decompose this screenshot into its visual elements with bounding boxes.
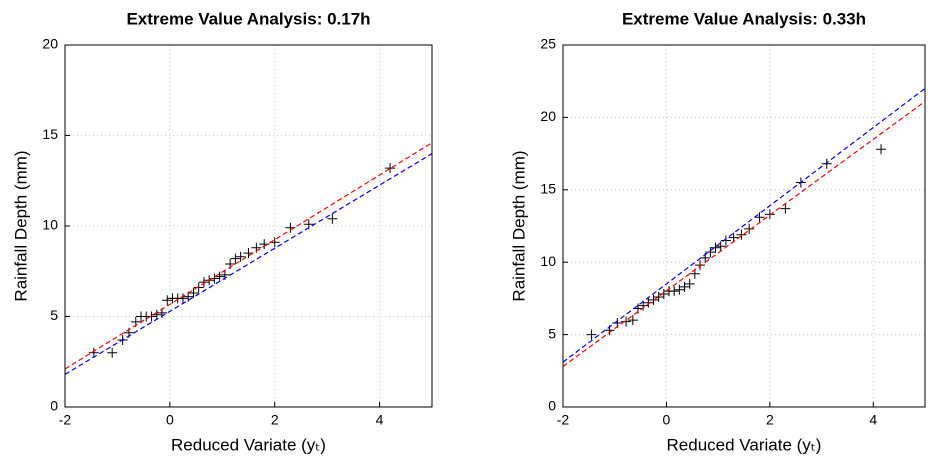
data-point: [188, 287, 199, 298]
y-tick-label: 15: [540, 181, 556, 197]
data-point: [643, 297, 654, 308]
x-tick-label: 0: [166, 412, 174, 428]
data-point: [705, 247, 716, 258]
axes-frame: [562, 44, 926, 408]
data-point: [744, 223, 755, 234]
data-point: [327, 213, 338, 224]
y-tick-label: 10: [540, 253, 556, 269]
y-tick-label: 25: [540, 36, 556, 52]
data-point: [638, 300, 649, 311]
chart-title: Extreme Value Analysis: 0.33h: [622, 9, 866, 28]
data-point: [385, 163, 396, 174]
plot-area: [65, 45, 432, 407]
data-point: [679, 281, 690, 292]
data-point: [658, 289, 669, 300]
data-point: [684, 278, 695, 289]
data-point: [586, 329, 597, 340]
data-point: [754, 212, 765, 223]
y-tick-label: 5: [548, 325, 556, 341]
data-point: [259, 239, 270, 250]
fit-line: [562, 100, 926, 367]
data-point: [720, 235, 731, 246]
data-point: [151, 309, 162, 320]
chart-title: Extreme Value Analysis: 0.17h: [126, 9, 370, 28]
data-point: [876, 144, 887, 155]
axes-frame: [64, 44, 433, 408]
data-point: [695, 260, 706, 271]
y-tick-label: 0: [50, 398, 58, 414]
y-tick-label: 0: [548, 398, 556, 414]
data-point: [621, 316, 632, 327]
x-tick-label: 4: [376, 412, 384, 428]
fit-line: [64, 153, 433, 375]
y-axis-label: Rainfall Depth (mm): [509, 150, 528, 301]
data-point: [821, 158, 832, 169]
data-point: [193, 282, 204, 293]
data-point: [162, 295, 173, 306]
y-axis-label: Rainfall Depth (mm): [11, 150, 30, 301]
data-point: [736, 229, 747, 240]
data-point: [627, 315, 638, 326]
data-point: [653, 291, 664, 302]
data-point: [146, 311, 157, 322]
data-point: [235, 251, 246, 262]
data-point: [88, 347, 99, 358]
x-axis-label: Reduced Variate (yₜ): [171, 435, 326, 454]
x-tick-label: 2: [766, 412, 774, 428]
y-tick-label: 20: [42, 36, 58, 52]
data-point: [669, 286, 680, 297]
x-tick-label: 4: [869, 412, 877, 428]
x-tick-label: -2: [59, 412, 72, 428]
y-tick-label: 5: [50, 307, 58, 323]
data-point: [715, 241, 726, 252]
data-point: [674, 284, 685, 295]
data-point: [780, 203, 791, 214]
data-point: [214, 271, 225, 282]
fit-line: [562, 87, 926, 363]
x-tick-label: -2: [557, 412, 570, 428]
data-point: [177, 293, 188, 304]
data-point: [107, 347, 118, 358]
y-tick-label: 15: [42, 126, 58, 142]
data-point: [198, 277, 209, 288]
x-tick-label: 0: [663, 412, 671, 428]
y-tick-label: 10: [42, 217, 58, 233]
y-tick-label: 20: [540, 108, 556, 124]
data-point: [230, 253, 241, 264]
x-tick-label: 2: [271, 412, 279, 428]
x-axis-label: Reduced Variate (yₜ): [667, 435, 822, 454]
data-point: [710, 242, 721, 253]
